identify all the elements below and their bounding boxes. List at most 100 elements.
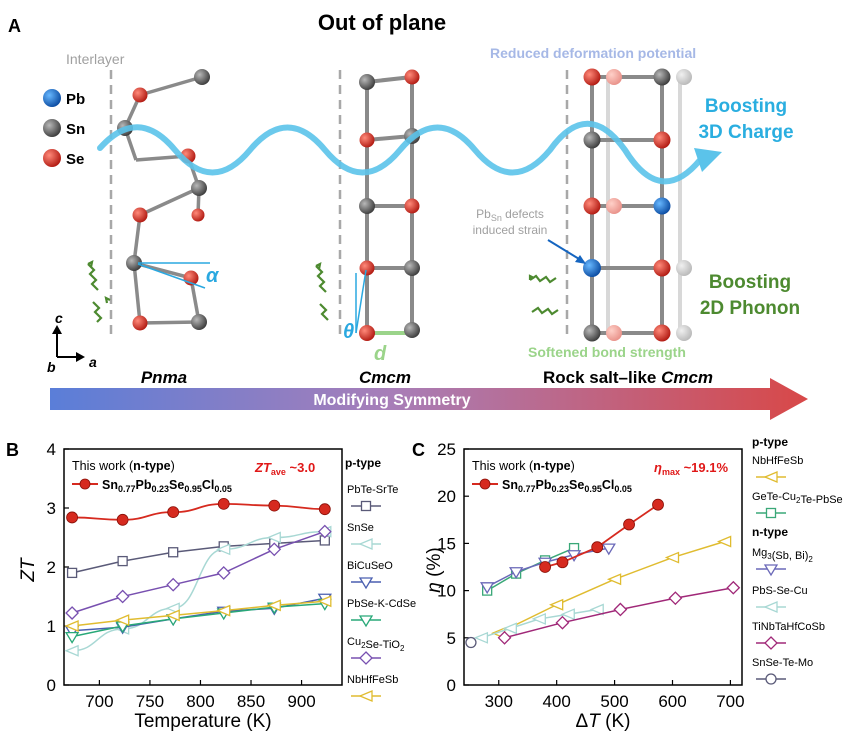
panel-c-series-0-point-2 [591, 541, 604, 554]
panel-c-series-4-point-1 [502, 622, 517, 635]
panel-b-xtick-label-0: 700 [85, 692, 113, 711]
panel-c-ticks: 300 400 500 600 700 0 5 10 15 20 25 [437, 440, 745, 711]
softened-bond-label: Softened bond strength [528, 344, 686, 360]
panel-a: A Out of plane Pb Sn Se Interlayer Reduc… [8, 10, 808, 420]
panel-b-series-line-0 [72, 502, 325, 521]
panel-b-series-5-point-2 [166, 577, 181, 592]
panel-b-series-0-point-2 [167, 506, 180, 519]
panel-c-legend: NbHfFeSb GeTe-Cu2Te-PbSe Mg3(Sb, Bi)2 PbS-S… [752, 455, 843, 685]
panel-b-legend-head: p-type [345, 456, 381, 470]
legend-se-atom [43, 149, 61, 167]
panel-c-legend-marker-4 [763, 601, 778, 613]
panel-b-legend-label-6: NbHfFeSb [347, 674, 398, 686]
panel-b-ytick-label-4: 4 [47, 440, 56, 459]
panel-b-letter: B [6, 440, 19, 460]
panel-b-series-line-1 [71, 539, 325, 574]
panel-b-ylabel: ZT [18, 557, 39, 583]
panel-c-series-5-point-0 [497, 630, 512, 645]
panel-b-series-0-point-5 [318, 503, 331, 516]
panel-b-series-6-point-1 [114, 614, 130, 627]
panel-c: C 300 400 500 600 700 0 5 10 15 20 25 ΔT (K) η (%)… [412, 435, 843, 732]
panel-c-legend-label-2: GeTe-Cu2Te-PbSe [752, 491, 843, 506]
panel-c-series-5-point-2 [613, 602, 628, 617]
panel-b-annotation: ZTave ~3.0 [254, 460, 315, 477]
panel-b-ytick-label-0: 0 [47, 676, 56, 695]
panel-b: B 700 750 800 850 900 0 1 2 3 4 Temperature (K) Z… [6, 440, 416, 732]
panel-c-series-5-point-1 [555, 615, 570, 630]
phase-pnma-label: Pnma [141, 368, 187, 387]
panel-c-series-0-point-0 [539, 561, 551, 573]
panel-b-xtick-label-4: 900 [287, 692, 315, 711]
panel-b-series-2-point-0 [64, 644, 79, 657]
panel-b-series-line-3 [72, 597, 325, 632]
panel-c-this-work: This work (n-type) [472, 459, 575, 473]
panel-b-series-1-point-2 [168, 547, 179, 558]
d-label: d [374, 343, 387, 365]
panel-b-series-6-point-2 [165, 609, 180, 622]
pnma-atoms [117, 69, 210, 331]
panel-b-series-6-point-5 [317, 595, 332, 608]
panel-c-legend-marker-5 [764, 636, 778, 650]
panel-b-legend-marker-4 [358, 615, 374, 628]
axis-b-label: b [47, 359, 56, 375]
panel-b-series-line-4 [71, 602, 325, 638]
theta-guide-2 [355, 269, 367, 334]
panel-c-xtick-label-2: 500 [600, 692, 628, 711]
panel-c-ytick-label-3: 15 [437, 534, 456, 553]
panel-c-annotation: ηmax ~19.1% [654, 460, 728, 477]
panel-b-series [64, 497, 332, 657]
panel-c-xtick-label-1: 400 [542, 692, 570, 711]
panel-c-ylabel: η (%) [424, 547, 445, 592]
panel-b-series-0-point-3 [217, 497, 230, 510]
panel-c-ytick-label-4: 20 [437, 487, 456, 506]
panel-c-legend-n-head: n-type [752, 525, 788, 539]
panel-c-series-1-point-1 [548, 598, 564, 611]
panel-b-series-6-point-4 [266, 599, 281, 612]
panel-c-ytick-label-5: 25 [437, 440, 456, 459]
panel-c-legend-marker-1 [763, 471, 778, 483]
panel-c-series-0-point-1 [556, 556, 569, 569]
panel-b-legend-this-marker [79, 478, 91, 490]
panel-b-series-line-6 [72, 600, 325, 627]
panel-b-legend-marker-6 [358, 690, 373, 702]
panel-c-ytick-label-1: 5 [447, 629, 456, 648]
panel-b-series-6-point-3 [216, 604, 231, 617]
panel-c-legend-p-head: p-type [752, 435, 788, 449]
boost-charge-line2: 3D Charge [698, 122, 793, 143]
panel-b-ytick-label-3: 3 [47, 499, 56, 518]
panel-a-letter: A [8, 16, 21, 36]
panel-b-series-5-point-0 [65, 606, 80, 620]
panel-b-ytick-label-1: 1 [47, 617, 56, 636]
panel-c-legend-label-1: NbHfFeSb [752, 455, 803, 467]
panel-b-xlabel: Temperature (K) [134, 711, 271, 732]
panel-c-formula: Sn0.77Pb0.23Se0.95Cl0.05 [502, 478, 632, 494]
panel-a-title: Out of plane [318, 10, 446, 35]
theta-label: θ [343, 321, 354, 343]
panel-b-series-2-point-4 [266, 531, 281, 544]
alpha-label: α [206, 265, 220, 287]
legend-se-label: Se [66, 151, 84, 168]
panel-c-series-4-point-2 [531, 612, 546, 625]
panel-c-legend-label-5: TiNbTaHfCoSb [752, 621, 825, 633]
panel-c-series-5-point-3 [668, 591, 683, 606]
panel-c-legend-this-marker [479, 478, 491, 490]
boost-charge-line1: Boosting [705, 96, 787, 117]
panel-b-ticks: 700 750 800 850 900 0 1 2 3 4 [47, 440, 316, 711]
panel-b-legend-marker-5 [359, 651, 373, 665]
panel-b-series-0-point-0 [66, 511, 78, 524]
panel-b-series-4-point-0 [64, 631, 80, 644]
panel-b-legend-label-4: PbSe-K-CdSe [347, 598, 416, 610]
interlayer-label: Interlayer [66, 51, 125, 67]
panel-b-legend-label-5: Cu2Se-TiO2 [347, 636, 405, 653]
panel-c-series-0-point-3 [623, 518, 635, 531]
pnma-structure [123, 75, 203, 325]
panel-c-series [465, 498, 741, 649]
panel-b-legend: PbTe-SrTe SnSe BiCuSeO PbSe-K-CdSe Cu2Se-TiO… [347, 484, 416, 702]
rocksalt-atoms [583, 68, 692, 342]
panel-b-series-line-5 [71, 530, 326, 614]
panel-c-letter: C [412, 440, 425, 460]
legend-pb-atom [43, 89, 61, 107]
panel-c-legend-marker-6 [765, 673, 777, 685]
reduced-deformation-label: Reduced deformation potential [490, 45, 696, 61]
